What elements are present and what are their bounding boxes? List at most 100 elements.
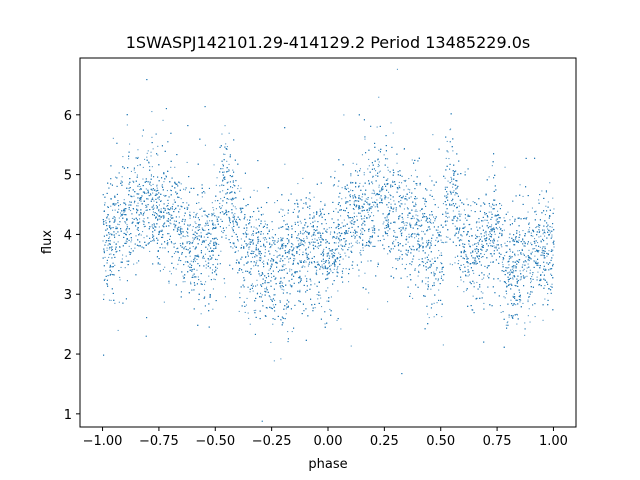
data-point <box>433 302 435 304</box>
data-point <box>409 191 411 193</box>
data-point <box>389 194 391 196</box>
data-point <box>467 265 469 267</box>
data-point <box>428 317 430 319</box>
data-point <box>530 258 532 260</box>
data-point <box>519 184 521 186</box>
data-point <box>397 259 399 261</box>
data-point <box>179 243 181 245</box>
data-point <box>158 199 160 201</box>
data-point <box>136 174 138 176</box>
data-point <box>490 206 492 208</box>
data-point <box>253 310 255 312</box>
data-point <box>304 275 306 277</box>
data-point <box>546 243 548 245</box>
data-point <box>368 182 370 184</box>
data-point <box>255 309 257 311</box>
data-point <box>311 235 313 237</box>
data-point <box>186 231 188 233</box>
data-point <box>416 224 418 226</box>
data-point <box>114 203 116 205</box>
data-point <box>204 240 206 242</box>
data-point <box>340 233 342 235</box>
data-point <box>411 159 413 161</box>
data-point <box>363 217 365 219</box>
data-point <box>223 213 225 215</box>
data-point <box>154 194 156 196</box>
data-point <box>173 199 175 201</box>
data-point <box>436 267 438 269</box>
data-point <box>375 194 377 196</box>
data-point <box>302 227 304 229</box>
data-point <box>215 241 217 243</box>
data-point <box>426 240 428 242</box>
data-point <box>276 251 278 253</box>
data-point <box>466 198 468 200</box>
data-point <box>416 210 418 212</box>
data-point <box>259 275 261 277</box>
data-point <box>256 284 258 286</box>
data-point <box>353 234 355 236</box>
data-point <box>505 283 507 285</box>
data-point <box>336 248 338 250</box>
data-point <box>463 209 465 211</box>
data-point <box>412 297 414 299</box>
data-point <box>205 260 207 262</box>
data-point <box>200 313 202 315</box>
data-point <box>355 241 357 243</box>
data-point <box>282 264 284 266</box>
data-point <box>348 227 350 229</box>
data-point <box>136 262 138 264</box>
data-point <box>542 252 544 254</box>
data-point <box>229 220 231 222</box>
data-point <box>236 222 238 224</box>
data-point <box>515 304 517 306</box>
data-point <box>333 268 335 270</box>
data-point <box>369 238 371 240</box>
data-point <box>179 230 181 232</box>
data-point <box>529 321 531 323</box>
data-point <box>368 208 370 210</box>
data-point <box>200 232 202 234</box>
data-point <box>540 278 542 280</box>
data-point <box>298 245 300 247</box>
data-point <box>481 246 483 248</box>
data-point <box>311 238 313 240</box>
data-point <box>373 215 375 217</box>
data-point <box>359 168 361 170</box>
data-point <box>305 203 307 205</box>
data-point <box>362 249 364 251</box>
data-point <box>319 294 321 296</box>
data-point <box>280 237 282 239</box>
data-point <box>493 229 495 231</box>
data-point <box>467 275 469 277</box>
data-point <box>185 246 187 248</box>
data-point <box>378 96 380 98</box>
data-point <box>444 177 446 179</box>
data-point <box>508 281 510 283</box>
data-point <box>377 262 379 264</box>
data-point <box>160 200 162 202</box>
data-point <box>454 256 456 258</box>
data-point <box>444 241 446 243</box>
data-point <box>504 166 506 168</box>
data-point <box>414 237 416 239</box>
data-point <box>221 133 223 135</box>
data-point <box>541 249 543 251</box>
data-point <box>314 262 316 264</box>
data-point <box>528 229 530 231</box>
data-point <box>522 302 524 304</box>
data-point <box>435 269 437 271</box>
data-point <box>228 169 230 171</box>
data-point <box>347 187 349 189</box>
data-point <box>460 213 462 215</box>
data-point <box>288 227 290 229</box>
data-point <box>453 190 455 192</box>
data-point <box>522 195 524 197</box>
data-point <box>139 218 141 220</box>
data-point <box>316 269 318 271</box>
data-point <box>494 214 496 216</box>
data-point <box>507 211 509 213</box>
data-point <box>524 276 526 278</box>
data-point <box>232 187 234 189</box>
data-point <box>336 226 338 228</box>
